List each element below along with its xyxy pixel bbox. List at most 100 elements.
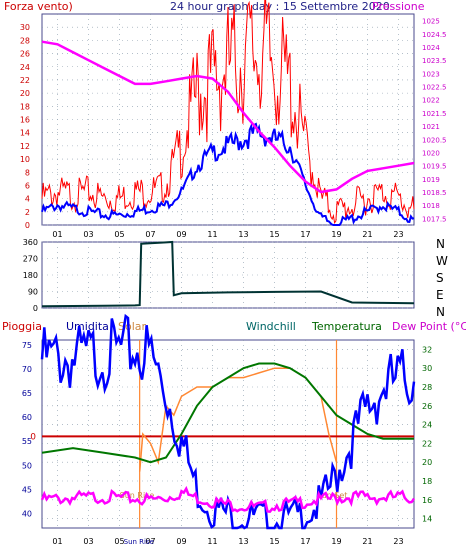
compass-labels: N W S E N bbox=[436, 237, 448, 319]
dewpoint-label: Dew Point (°C) bbox=[392, 320, 466, 333]
wind-tick-label: 22 bbox=[20, 76, 30, 85]
direction-tick-label: 360 bbox=[23, 238, 38, 247]
wind-x-tick-label: 13 bbox=[238, 230, 248, 239]
dew-point-line bbox=[40, 485, 416, 514]
climate-x-tick-label: 23 bbox=[393, 537, 403, 546]
temperature-tick-label: 30 bbox=[422, 364, 432, 373]
climate-x-tick-label: 17 bbox=[300, 537, 310, 546]
humidity-tick-label: 55 bbox=[22, 437, 32, 446]
climate-x-ticks: 01 03 05 07 09 11 13 15 17 19 21 23 Sun Rise bbox=[52, 537, 403, 546]
humidity-tick-label: 60 bbox=[22, 413, 32, 422]
pressure-tick-label: 1021 bbox=[422, 123, 440, 131]
compass-n-top: N bbox=[436, 237, 445, 251]
pressure-tick-label: 1020 bbox=[422, 149, 440, 157]
temperature-tick-label: 32 bbox=[422, 345, 432, 354]
windchill-label: Windchill bbox=[246, 320, 296, 333]
graph-title: 24 hour graph day : 15 Settembre 2020 bbox=[170, 0, 390, 13]
wind-tick-label: 4 bbox=[25, 195, 30, 204]
compass-s: S bbox=[436, 271, 444, 285]
climate-x-tick-label: 03 bbox=[83, 537, 93, 546]
wind-x-ticks: 01 03 05 07 09 11 13 15 17 19 21 23 bbox=[52, 230, 403, 239]
direction-tick-label: 0 bbox=[33, 304, 38, 313]
wind-tick-label: 10 bbox=[20, 155, 30, 164]
pressure-tick-label: 1018 bbox=[422, 202, 440, 210]
humidity-tick-label: 50 bbox=[22, 461, 32, 470]
temperature-tick-label: 18 bbox=[422, 477, 432, 486]
climate-x-tick-label: 21 bbox=[362, 537, 372, 546]
direction-tick-label: 270 bbox=[23, 255, 38, 264]
pressure-axis-title: Pressione bbox=[372, 0, 425, 13]
wind-tick-label: 30 bbox=[20, 23, 30, 32]
wind-x-tick-label: 11 bbox=[207, 230, 217, 239]
wind-tick-label: 8 bbox=[25, 168, 30, 177]
wind-x-tick-label: 01 bbox=[52, 230, 62, 239]
wind-tick-label: 2 bbox=[25, 208, 30, 217]
wind-x-tick-label: 05 bbox=[114, 230, 124, 239]
climate-x-tick-label: 11 bbox=[207, 537, 217, 546]
temperature-tick-label: 26 bbox=[422, 402, 432, 411]
climate-x-tick-label: 05 bbox=[114, 537, 124, 546]
wind-direction-line bbox=[41, 240, 415, 308]
sun-marker-label: Sun Rise bbox=[120, 491, 155, 500]
pressure-tick-label: 1022 bbox=[422, 97, 440, 105]
wind-x-tick-label: 17 bbox=[300, 230, 310, 239]
rain-zero-label: 0 bbox=[30, 432, 36, 442]
climate-x-tick-label: 15 bbox=[269, 537, 279, 546]
temperature-tick-label: 28 bbox=[422, 383, 432, 392]
humidity-tick-label: 40 bbox=[22, 510, 32, 519]
pressure-tick-label: 1023 bbox=[422, 70, 440, 78]
wind-x-tick-label: 07 bbox=[145, 230, 155, 239]
wind-x-tick-label: 21 bbox=[362, 230, 372, 239]
pressure-tick-label: 1020.5 bbox=[422, 136, 447, 144]
pressure-line bbox=[41, 40, 415, 194]
climate-x-tick-label: 19 bbox=[331, 537, 341, 546]
temperature-line bbox=[41, 362, 414, 464]
wind-average-line bbox=[41, 122, 415, 226]
wind-tick-label: 0 bbox=[25, 221, 30, 230]
wind-tick-label: 14 bbox=[20, 129, 30, 138]
wind-tick-label: 28 bbox=[20, 36, 30, 45]
wind-tick-label: 16 bbox=[20, 116, 30, 125]
humidity-tick-label: 70 bbox=[22, 365, 32, 374]
direction-ticks: 360 270 180 90 0 bbox=[23, 238, 38, 313]
temperature-label: Temperatura bbox=[311, 320, 382, 333]
climate-x-tick-label: 09 bbox=[176, 537, 186, 546]
wind-axis-title: Forza vento) bbox=[4, 0, 73, 13]
direction-tick-label: 180 bbox=[23, 271, 38, 280]
pressure-tick-label: 1023.5 bbox=[422, 57, 447, 65]
temperature-tick-label: 22 bbox=[422, 439, 432, 448]
sunrise-axis-label: Sun Rise bbox=[124, 538, 154, 546]
climate-x-tick-label: 01 bbox=[52, 537, 62, 546]
compass-e: E bbox=[436, 288, 444, 302]
pressure-tick-label: 1022.5 bbox=[422, 84, 447, 92]
wind-x-tick-label: 09 bbox=[176, 230, 186, 239]
humidity-tick-label: 65 bbox=[22, 389, 32, 398]
wind-tick-label: 12 bbox=[20, 142, 30, 151]
wind-x-tick-label: 23 bbox=[393, 230, 403, 239]
pressure-tick-label: 1019.5 bbox=[422, 163, 447, 171]
pressure-tick-label: 1024 bbox=[422, 44, 440, 52]
pressure-tick-label: 1019 bbox=[422, 176, 440, 184]
pressure-tick-label: 1018.5 bbox=[422, 189, 447, 197]
wind-tick-label: 26 bbox=[20, 50, 30, 59]
rain-label: Pioggia bbox=[2, 320, 42, 333]
wind-gust-line bbox=[41, 0, 415, 225]
temperature-tick-label: 24 bbox=[422, 421, 432, 430]
wind-x-tick-label: 19 bbox=[331, 230, 341, 239]
wind-tick-label: 24 bbox=[20, 63, 30, 72]
climate-x-tick-label: 07 bbox=[145, 537, 155, 546]
pressure-tick-label: 1021.5 bbox=[422, 110, 447, 118]
pressure-tick-label: 1025 bbox=[422, 18, 440, 26]
pressure-tick-label: 1024.5 bbox=[422, 31, 447, 39]
direction-tick-label: 90 bbox=[28, 288, 38, 297]
compass-w: W bbox=[436, 254, 448, 268]
wind-x-tick-label: 15 bbox=[269, 230, 279, 239]
compass-n-bottom: N bbox=[436, 305, 445, 319]
temperature-tick-label: 16 bbox=[422, 496, 432, 505]
humidity-label: Umidita bbox=[66, 320, 109, 333]
wind-x-tick-label: 03 bbox=[83, 230, 93, 239]
wind-tick-label: 20 bbox=[20, 89, 30, 98]
wind-tick-label: 6 bbox=[25, 181, 30, 190]
